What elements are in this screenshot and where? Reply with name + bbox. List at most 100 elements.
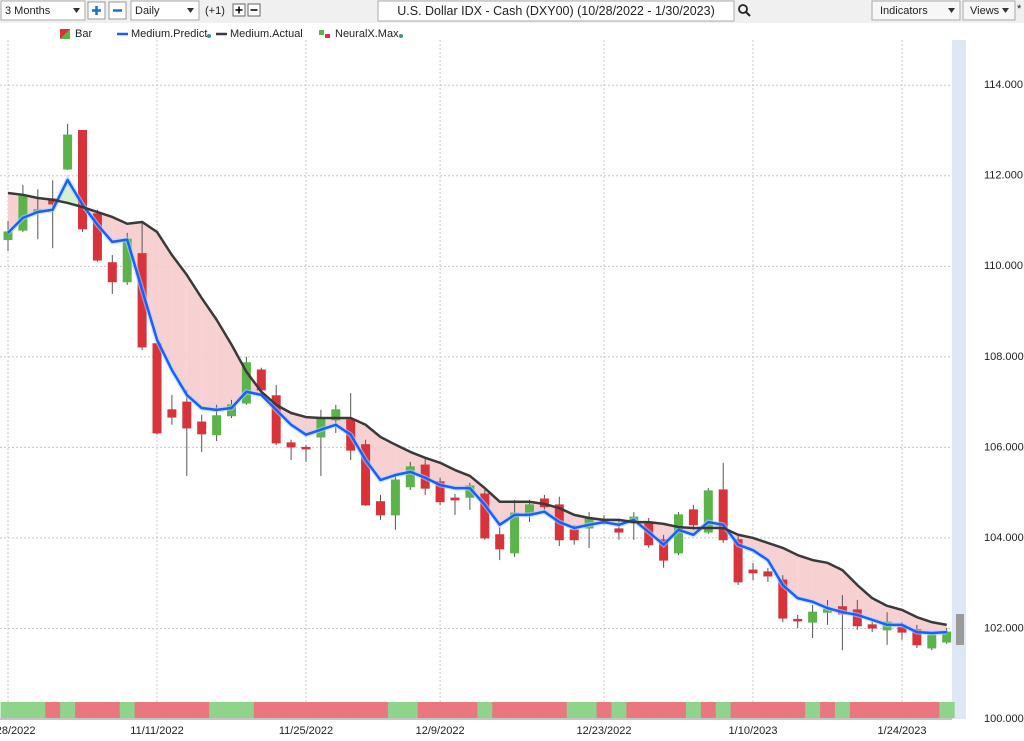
candle-body bbox=[808, 611, 818, 623]
candle-body bbox=[167, 409, 177, 418]
y-tick-label: 110.000 bbox=[984, 260, 1023, 272]
views-text: Views bbox=[970, 5, 1000, 17]
spread-fill bbox=[380, 436, 396, 480]
neuralx-segment bbox=[715, 702, 732, 718]
neuralx-segment bbox=[298, 702, 314, 718]
neuralx-segment bbox=[104, 702, 121, 718]
spread-fill bbox=[827, 562, 843, 613]
neuralx-segment bbox=[283, 702, 300, 718]
x-tick-label: 11/25/2022 bbox=[279, 725, 333, 737]
neuralx-segment bbox=[700, 702, 717, 718]
candle-body bbox=[927, 634, 937, 649]
spread-fill bbox=[887, 605, 902, 625]
neuralx-segment bbox=[536, 702, 553, 718]
candle-body bbox=[18, 195, 28, 231]
neuralx-segment bbox=[447, 702, 463, 718]
legend: Bar Medium.Predict Medium.Actual NeuralX… bbox=[60, 28, 403, 40]
neuralx-segment bbox=[760, 702, 776, 718]
legend-label: Medium.Predict bbox=[131, 28, 207, 40]
neuralx-segment bbox=[596, 702, 612, 718]
neuralx-segment bbox=[0, 702, 16, 718]
candle-body bbox=[271, 395, 281, 444]
neuralx-segment bbox=[611, 702, 627, 718]
candle-body bbox=[450, 497, 460, 501]
candle-body bbox=[733, 539, 743, 583]
candle-body bbox=[182, 401, 192, 429]
neuralx-segment bbox=[790, 702, 806, 718]
candle-body bbox=[361, 444, 371, 506]
y-tick-label: 102.000 bbox=[984, 622, 1024, 634]
period-select[interactable] bbox=[0, 0, 86, 21]
spread-fill bbox=[753, 537, 768, 561]
candle-body bbox=[495, 534, 505, 550]
dropdown-arrow bbox=[948, 8, 955, 13]
y-tick-label: 108.000 bbox=[984, 351, 1024, 363]
neuralx-segment bbox=[149, 702, 165, 718]
views-button[interactable] bbox=[962, 0, 1016, 21]
neuralx-segment bbox=[15, 702, 31, 718]
y-tick-label: 114.000 bbox=[984, 79, 1023, 91]
neuralx-segment bbox=[373, 702, 389, 718]
neuralx-segment bbox=[328, 702, 344, 718]
candle-body bbox=[867, 624, 877, 629]
neuralx-segment bbox=[939, 702, 955, 718]
candle-body bbox=[778, 579, 788, 619]
neuralx-segment bbox=[313, 702, 329, 718]
offset-text: (+1) bbox=[205, 5, 225, 17]
neuralx-segment bbox=[566, 702, 583, 718]
candle-body bbox=[390, 479, 400, 516]
indicators-button[interactable] bbox=[871, 0, 961, 21]
candle-body bbox=[63, 134, 73, 170]
x-tick-label: 12/23/2022 bbox=[576, 725, 631, 737]
symbol-text: U.S. Dollar IDX - Cash (DXY00) (10/28/20… bbox=[397, 4, 715, 18]
candle-body bbox=[718, 489, 728, 541]
legend-label: NeuralX.Max bbox=[335, 28, 399, 40]
neuralx-segment bbox=[745, 702, 761, 718]
neuralx-segment bbox=[492, 702, 508, 718]
spread-fill bbox=[499, 501, 515, 525]
dropdown-arrow bbox=[73, 8, 80, 13]
spread-fill bbox=[201, 298, 217, 410]
neuralx-segment bbox=[89, 702, 106, 718]
neuralx-segment bbox=[119, 702, 136, 718]
neuralx-segment bbox=[909, 702, 925, 718]
search-handle bbox=[745, 11, 751, 17]
symbol-box[interactable] bbox=[377, 0, 735, 22]
legend-dot bbox=[207, 34, 211, 38]
neuralx-segment bbox=[477, 702, 493, 718]
neuralx-segment bbox=[194, 702, 210, 718]
x-tick-label: 12/9/2022 bbox=[416, 725, 465, 737]
neuralx-segment bbox=[820, 702, 836, 718]
y-tick-label: 100.000 bbox=[984, 713, 1024, 725]
legend-icon bbox=[319, 30, 324, 35]
candle-body bbox=[763, 571, 773, 577]
line bbox=[7, 191, 947, 627]
neuralx-segment bbox=[879, 702, 896, 718]
candle-body bbox=[703, 490, 713, 533]
toolbar: 3 Months Daily (+1) U.S. Dollar IDX - Ca… bbox=[0, 0, 1024, 23]
neuralx-segment bbox=[432, 702, 449, 718]
scroll-thumb[interactable] bbox=[956, 614, 964, 645]
neuralx-segment bbox=[581, 702, 598, 718]
indicators-text: Indicators bbox=[880, 5, 928, 17]
scrollbar[interactable] bbox=[952, 40, 966, 719]
spread-fill bbox=[842, 570, 858, 615]
candle-body bbox=[405, 466, 415, 488]
neuralx-segment bbox=[253, 702, 270, 718]
plus-icon bbox=[235, 6, 243, 14]
candle-body bbox=[241, 362, 251, 404]
neuralx-segment bbox=[417, 702, 434, 718]
neuralx-segment bbox=[343, 702, 359, 718]
neuralx-segment bbox=[551, 702, 568, 718]
neuralx-segment bbox=[238, 702, 255, 718]
candle-body bbox=[286, 442, 296, 448]
legend-icon bbox=[325, 34, 330, 38]
x-tick-label: 1/24/2023 bbox=[878, 725, 927, 737]
neuralx-segment bbox=[268, 702, 285, 718]
interval-select[interactable] bbox=[130, 0, 200, 21]
candle-body bbox=[688, 509, 698, 526]
search-icon[interactable] bbox=[738, 4, 748, 14]
legend-label: Medium.Actual bbox=[230, 28, 303, 40]
neuralx-segment bbox=[402, 702, 419, 718]
